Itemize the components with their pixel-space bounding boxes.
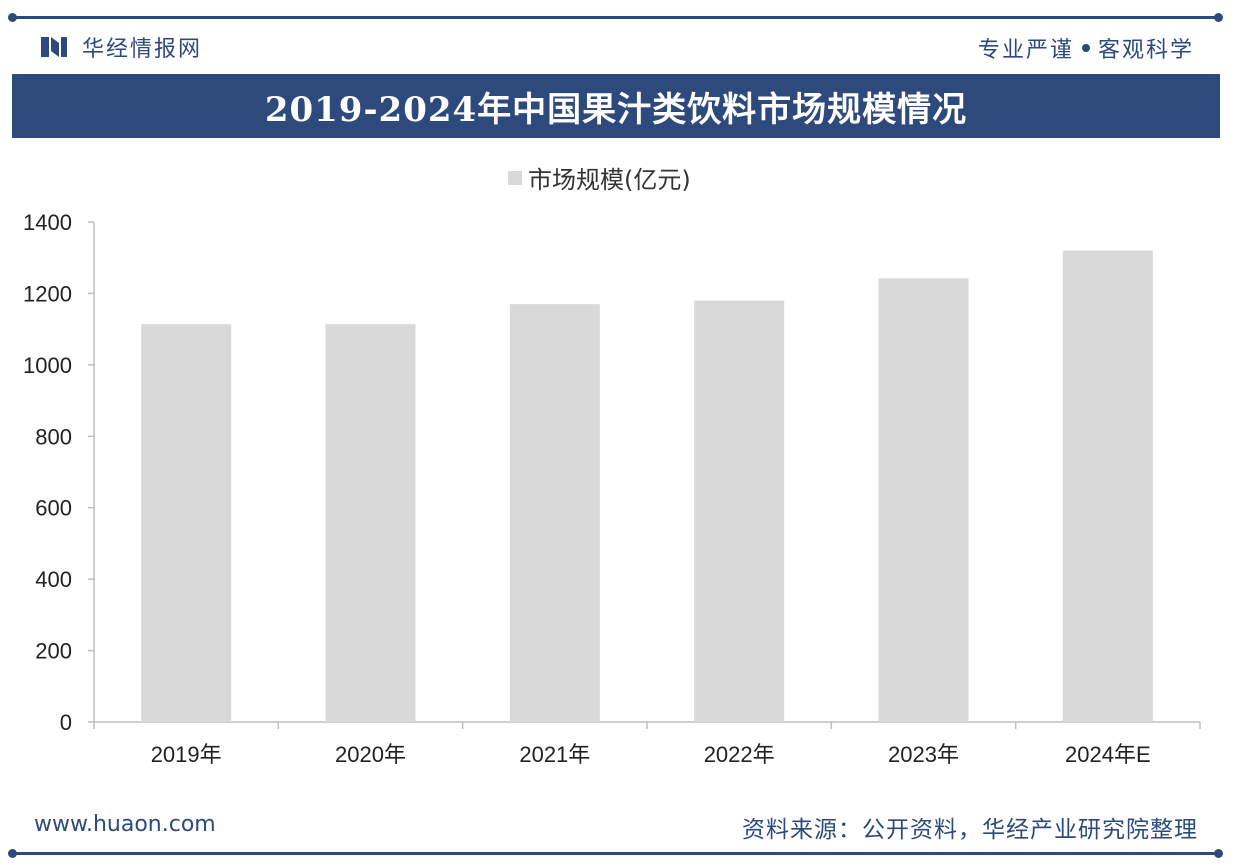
slogan-right: 客观科学 — [1097, 38, 1194, 63]
chart-legend: 市场规模(亿元) — [508, 160, 691, 195]
legend-label: 市场规模(亿元) — [528, 166, 691, 194]
y-tick-label: 0 — [60, 710, 72, 735]
y-tick-label: 1400 — [23, 210, 72, 235]
x-tick-label: 2024年E — [1065, 742, 1151, 767]
footer-url: www.huaon.com — [34, 812, 216, 837]
x-tick-label: 2022年 — [704, 742, 775, 767]
slogan: 专业严谨 客观科学 — [978, 32, 1194, 64]
frame-dot-bottom-right — [1214, 849, 1223, 858]
x-tick-label: 2020年 — [335, 742, 406, 767]
brand-name: 华经情报网 — [82, 37, 203, 62]
bar — [694, 300, 785, 722]
y-tick-label: 200 — [35, 639, 72, 664]
y-tick-label: 400 — [35, 567, 72, 592]
brand-logo-icon — [41, 37, 67, 57]
brand: 华经情报网 — [40, 32, 202, 62]
y-tick-label: 600 — [35, 496, 72, 521]
x-tick-label: 2023年 — [888, 742, 959, 767]
y-tick-label: 800 — [35, 424, 72, 449]
x-tick-label: 2021年 — [519, 742, 590, 767]
bar — [509, 304, 600, 722]
slogan-left: 专业严谨 — [977, 38, 1074, 63]
bar — [141, 324, 232, 722]
frame-dot-left — [8, 13, 17, 22]
bar — [878, 278, 969, 722]
bottom-frame-line — [12, 852, 1220, 855]
bar — [1062, 250, 1153, 723]
title-bar: 2019-2024年中国果汁类饮料市场规模情况 — [12, 74, 1220, 138]
chart-title: 2019-2024年中国果汁类饮料市场规模情况 — [264, 89, 968, 130]
top-frame-line — [12, 16, 1220, 19]
frame-dot-bottom-left — [8, 849, 17, 858]
frame-dot-right — [1214, 13, 1223, 22]
x-tick-label: 2019年 — [151, 742, 222, 767]
slogan-separator-dot — [1081, 44, 1090, 52]
footer-source: 资料来源：公开资料，华经产业研究院整理 — [742, 817, 1198, 843]
y-tick-label: 1000 — [23, 353, 72, 378]
y-tick-label: 1200 — [23, 281, 72, 306]
legend-swatch — [508, 170, 522, 185]
bar — [325, 324, 416, 722]
